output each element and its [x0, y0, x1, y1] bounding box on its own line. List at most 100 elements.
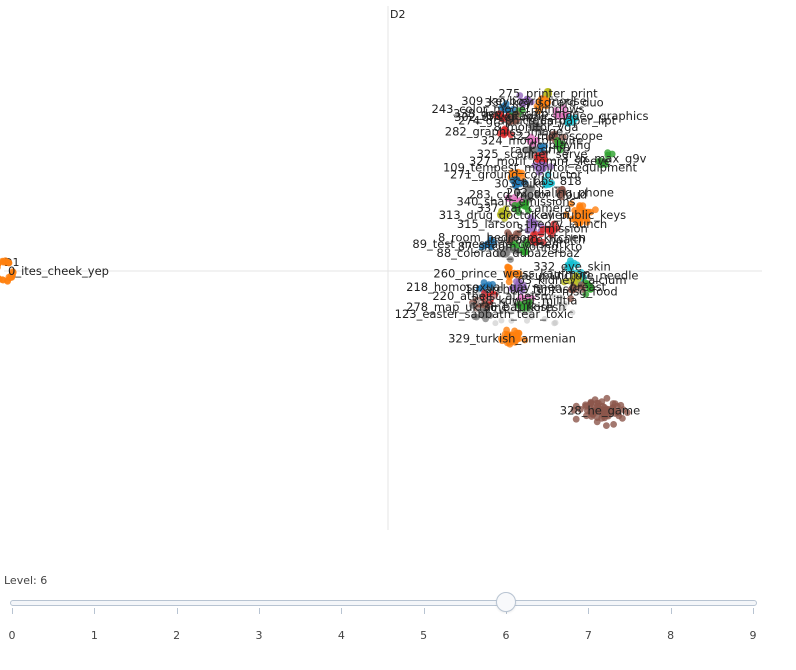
scatter-point[interactable]: [544, 171, 552, 179]
scatter-point[interactable]: [0, 260, 2, 267]
scatter-point[interactable]: [603, 394, 611, 402]
slider-handle[interactable]: [496, 592, 516, 612]
scatter-point[interactable]: [479, 295, 487, 302]
scatter-point[interactable]: [531, 230, 539, 238]
scatter-point[interactable]: [570, 406, 578, 414]
scatter-point[interactable]: [520, 249, 528, 256]
scatter-point[interactable]: [567, 295, 575, 303]
scatter-point[interactable]: [583, 218, 591, 226]
scatter-point[interactable]: [503, 249, 511, 257]
scatter-point[interactable]: [591, 408, 599, 416]
scatter-point[interactable]: [572, 415, 580, 423]
scatter-point[interactable]: [476, 285, 484, 292]
scatter-point[interactable]: [608, 408, 616, 416]
slider-track[interactable]: [10, 600, 757, 606]
scatter-point[interactable]: [511, 193, 519, 201]
scatter-point[interactable]: [509, 176, 516, 184]
scatter-point[interactable]: [560, 278, 568, 286]
scatter-point[interactable]: [593, 418, 601, 426]
scatter-point[interactable]: [505, 278, 513, 286]
scatter-point[interactable]: [501, 212, 509, 220]
scatter-point[interactable]: [481, 241, 489, 249]
scatter-point[interactable]: [533, 191, 541, 198]
scatter-point[interactable]: [500, 103, 508, 110]
scatter-point[interactable]: [514, 269, 521, 277]
scatter-point[interactable]: [525, 299, 532, 307]
scatter-point[interactable]: [566, 277, 573, 285]
scatter-point[interactable]: [504, 264, 512, 271]
scatter-point[interactable]: [573, 261, 581, 269]
scatter-point[interactable]: [522, 189, 530, 197]
scatter-point[interactable]: [592, 206, 599, 214]
scatter-point[interactable]: [567, 260, 575, 268]
scatter-point[interactable]: [524, 227, 532, 234]
scatter-point[interactable]: [537, 230, 545, 238]
scatter-point[interactable]: [547, 163, 554, 171]
scatter-point[interactable]: [601, 158, 609, 166]
scatter-point[interactable]: [557, 187, 564, 195]
scatter-point[interactable]: [603, 422, 610, 429]
scatter-point[interactable]: [509, 332, 517, 340]
scatter-point[interactable]: [539, 239, 547, 246]
scatter-point[interactable]: [505, 119, 513, 126]
scatter-point[interactable]: [487, 236, 495, 244]
scatter-point[interactable]: [587, 400, 595, 407]
scatter-point[interactable]: [584, 280, 591, 288]
scatter-point[interactable]: [506, 237, 513, 245]
scatter-point[interactable]: [511, 285, 519, 292]
scatter-point[interactable]: [550, 220, 558, 228]
scatter-point[interactable]: [619, 406, 627, 413]
scatter-point[interactable]: [541, 95, 549, 103]
scatter-point[interactable]: [534, 164, 542, 172]
scatter-point[interactable]: [535, 123, 543, 130]
scatter-point[interactable]: [504, 332, 511, 340]
scatter-point[interactable]: [498, 337, 506, 345]
scatter-point[interactable]: [537, 142, 545, 150]
scatter-point[interactable]: [569, 286, 577, 294]
scatter-point[interactable]: [577, 268, 585, 276]
scatter-point[interactable]: [562, 211, 570, 219]
scatter-point[interactable]: [582, 291, 590, 298]
scatter-point[interactable]: [520, 242, 528, 249]
scatter-point[interactable]: [496, 130, 504, 138]
scatter-point[interactable]: [481, 300, 489, 307]
scatter-point[interactable]: [582, 401, 589, 409]
scatter-point[interactable]: [498, 115, 506, 123]
scatter-point[interactable]: [539, 163, 547, 170]
scatter-point[interactable]: [507, 256, 514, 263]
scatter-point[interactable]: [557, 140, 564, 147]
scatter-point[interactable]: [564, 119, 572, 127]
scatter-point[interactable]: [505, 194, 512, 202]
scatter-point[interactable]: [604, 151, 612, 159]
scatter-point[interactable]: [521, 336, 529, 344]
scatter-point[interactable]: [510, 247, 518, 254]
scatter-point[interactable]: [560, 104, 568, 112]
scatter-point[interactable]: [517, 302, 525, 310]
scatter-point[interactable]: [527, 98, 535, 106]
scatter-point[interactable]: [588, 284, 595, 292]
scatter-point[interactable]: [469, 302, 476, 309]
scatter-point[interactable]: [530, 220, 538, 228]
scatter-point[interactable]: [486, 312, 494, 319]
scatter-point[interactable]: [559, 133, 567, 141]
scatter-point[interactable]: [5, 259, 13, 267]
scatter-point[interactable]: [584, 407, 591, 415]
scatter-point[interactable]: [520, 98, 527, 106]
scatter-point[interactable]: [572, 114, 579, 122]
scatter-point[interactable]: [573, 213, 580, 220]
scatter-point[interactable]: [533, 102, 541, 110]
scatter-point[interactable]: [541, 180, 549, 188]
scatter-point[interactable]: [528, 120, 536, 128]
scatter-plot[interactable]: D2 D1 0_ites_cheek_yep275_printer_print3…: [0, 0, 796, 560]
scatter-point[interactable]: [5, 273, 13, 281]
scatter-point[interactable]: [555, 113, 563, 120]
scatter-point[interactable]: [574, 276, 582, 283]
scatter-point[interactable]: [544, 90, 552, 98]
scatter-point[interactable]: [520, 202, 528, 210]
scatter-point[interactable]: [610, 421, 617, 428]
scatter-point[interactable]: [567, 200, 575, 208]
scatter-point[interactable]: [552, 107, 560, 114]
scatter-point[interactable]: [547, 227, 555, 235]
scatter-point[interactable]: [577, 405, 584, 413]
scatter-point[interactable]: [503, 128, 510, 135]
